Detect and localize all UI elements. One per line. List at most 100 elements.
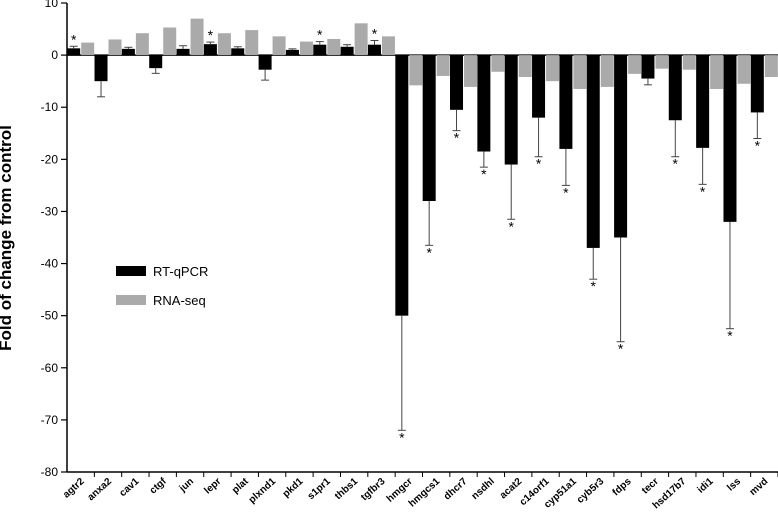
- bar-rnaseq: [135, 33, 149, 56]
- bar-rnaseq: [491, 55, 505, 72]
- category-label: cyb5r3: [575, 476, 607, 506]
- y-tick-label: -10: [41, 100, 59, 114]
- category-label: jun: [177, 476, 196, 495]
- category-label: ctgf: [148, 476, 169, 497]
- category-label: hmgcs1: [407, 476, 443, 510]
- bar-rtqpcr: [614, 55, 628, 238]
- significance-star: *: [727, 328, 733, 344]
- y-tick-label: -40: [41, 257, 59, 271]
- bar-rnaseq: [682, 55, 696, 70]
- bar-rtqpcr: [504, 55, 518, 165]
- bar-rtqpcr: [203, 44, 217, 56]
- bar-rtqpcr: [750, 55, 764, 113]
- bar-rnaseq: [464, 55, 478, 87]
- bar-rtqpcr: [313, 44, 327, 56]
- significance-star: *: [700, 183, 706, 199]
- y-axis-title: Fold of change from control: [0, 125, 15, 351]
- bar-rtqpcr: [477, 55, 491, 152]
- category-label: pkd1: [281, 476, 306, 500]
- significance-star: *: [208, 27, 214, 43]
- legend-label-rnaseq: RNA-seq: [153, 293, 206, 308]
- y-tick-label: -50: [41, 309, 59, 323]
- significance-star: *: [454, 130, 460, 146]
- y-tick-label: -20: [41, 152, 59, 166]
- bar-rnaseq: [764, 55, 778, 77]
- category-label: tgfbr3: [359, 476, 388, 503]
- legend-swatch-rtqpcr: [116, 266, 146, 276]
- significance-star: *: [426, 244, 432, 260]
- bar-rtqpcr: [149, 55, 163, 69]
- bar-rnaseq: [381, 36, 395, 56]
- category-label: dhcr7: [442, 476, 470, 503]
- category-label: s1pr1: [306, 476, 334, 502]
- bar-rtqpcr: [641, 55, 655, 79]
- bar-rnaseq: [190, 18, 204, 56]
- significance-star: *: [317, 27, 323, 43]
- y-tick-label: 0: [51, 48, 58, 62]
- bar-rnaseq: [299, 41, 313, 56]
- bar-rnaseq: [217, 33, 231, 56]
- y-tick-label: 10: [45, 0, 59, 10]
- bar-rnaseq: [573, 55, 587, 89]
- bar-rnaseq: [245, 30, 259, 56]
- bar-rnaseq: [409, 55, 423, 86]
- significance-star: *: [372, 26, 378, 42]
- y-tick-label: -70: [41, 413, 59, 427]
- y-tick-label: -30: [41, 204, 59, 218]
- y-tick-label: -80: [41, 465, 59, 479]
- category-label: plat: [230, 476, 251, 497]
- bar-rtqpcr: [395, 55, 409, 316]
- category-label: plxnd1: [247, 476, 279, 506]
- category-label: mvd: [748, 476, 771, 498]
- bar-rnaseq: [628, 55, 642, 74]
- significance-star: *: [71, 31, 77, 47]
- bar-rtqpcr: [67, 48, 81, 56]
- category-label: anxa2: [86, 476, 115, 503]
- bar-rtqpcr: [176, 48, 190, 56]
- bar-rtqpcr: [340, 46, 354, 56]
- bar-rtqpcr: [586, 55, 600, 248]
- bar-rnaseq: [327, 38, 341, 56]
- bar-rtqpcr: [532, 55, 546, 118]
- bar-rtqpcr: [668, 55, 682, 121]
- significance-star: *: [673, 156, 679, 172]
- bar-rtqpcr: [285, 49, 299, 56]
- bar-rnaseq: [710, 55, 724, 89]
- category-label: agtr2: [61, 476, 87, 501]
- bars: [67, 18, 778, 431]
- bar-rnaseq: [436, 55, 450, 76]
- category-label: fdps: [611, 476, 634, 499]
- significance-star: *: [399, 429, 405, 445]
- bar-rnaseq: [737, 55, 751, 84]
- legend-label-rtqpcr: RT-qPCR: [153, 264, 208, 279]
- bar-rtqpcr: [258, 55, 272, 70]
- significance-star: *: [755, 137, 761, 153]
- bar-rtqpcr: [696, 55, 710, 148]
- bar-rnaseq: [600, 55, 614, 87]
- significance-star: *: [591, 278, 597, 294]
- bar-rtqpcr: [121, 48, 135, 56]
- significance-star: *: [481, 166, 487, 182]
- legend-swatch-rnaseq: [116, 295, 146, 305]
- bar-rtqpcr: [94, 55, 108, 82]
- category-label: lss: [725, 476, 743, 494]
- significance-star: *: [618, 341, 624, 357]
- bar-rtqpcr: [723, 55, 737, 222]
- bar-rtqpcr: [231, 48, 245, 56]
- bar-rtqpcr: [422, 55, 436, 202]
- y-tick-label: -60: [41, 361, 59, 375]
- category-label: lepr: [202, 476, 223, 497]
- significance-star: *: [563, 184, 569, 200]
- bar-rtqpcr: [559, 55, 573, 149]
- bar-rnaseq: [655, 55, 669, 69]
- bar-rnaseq: [354, 23, 368, 56]
- category-label: thbs1: [333, 476, 361, 502]
- bar-rnaseq: [163, 27, 177, 56]
- bar-rtqpcr: [450, 55, 464, 110]
- category-label: nsdhl: [470, 476, 497, 502]
- significance-star: *: [508, 218, 514, 234]
- bar-rnaseq: [546, 55, 560, 82]
- bar-rnaseq: [108, 39, 122, 56]
- bar-rnaseq: [518, 55, 532, 77]
